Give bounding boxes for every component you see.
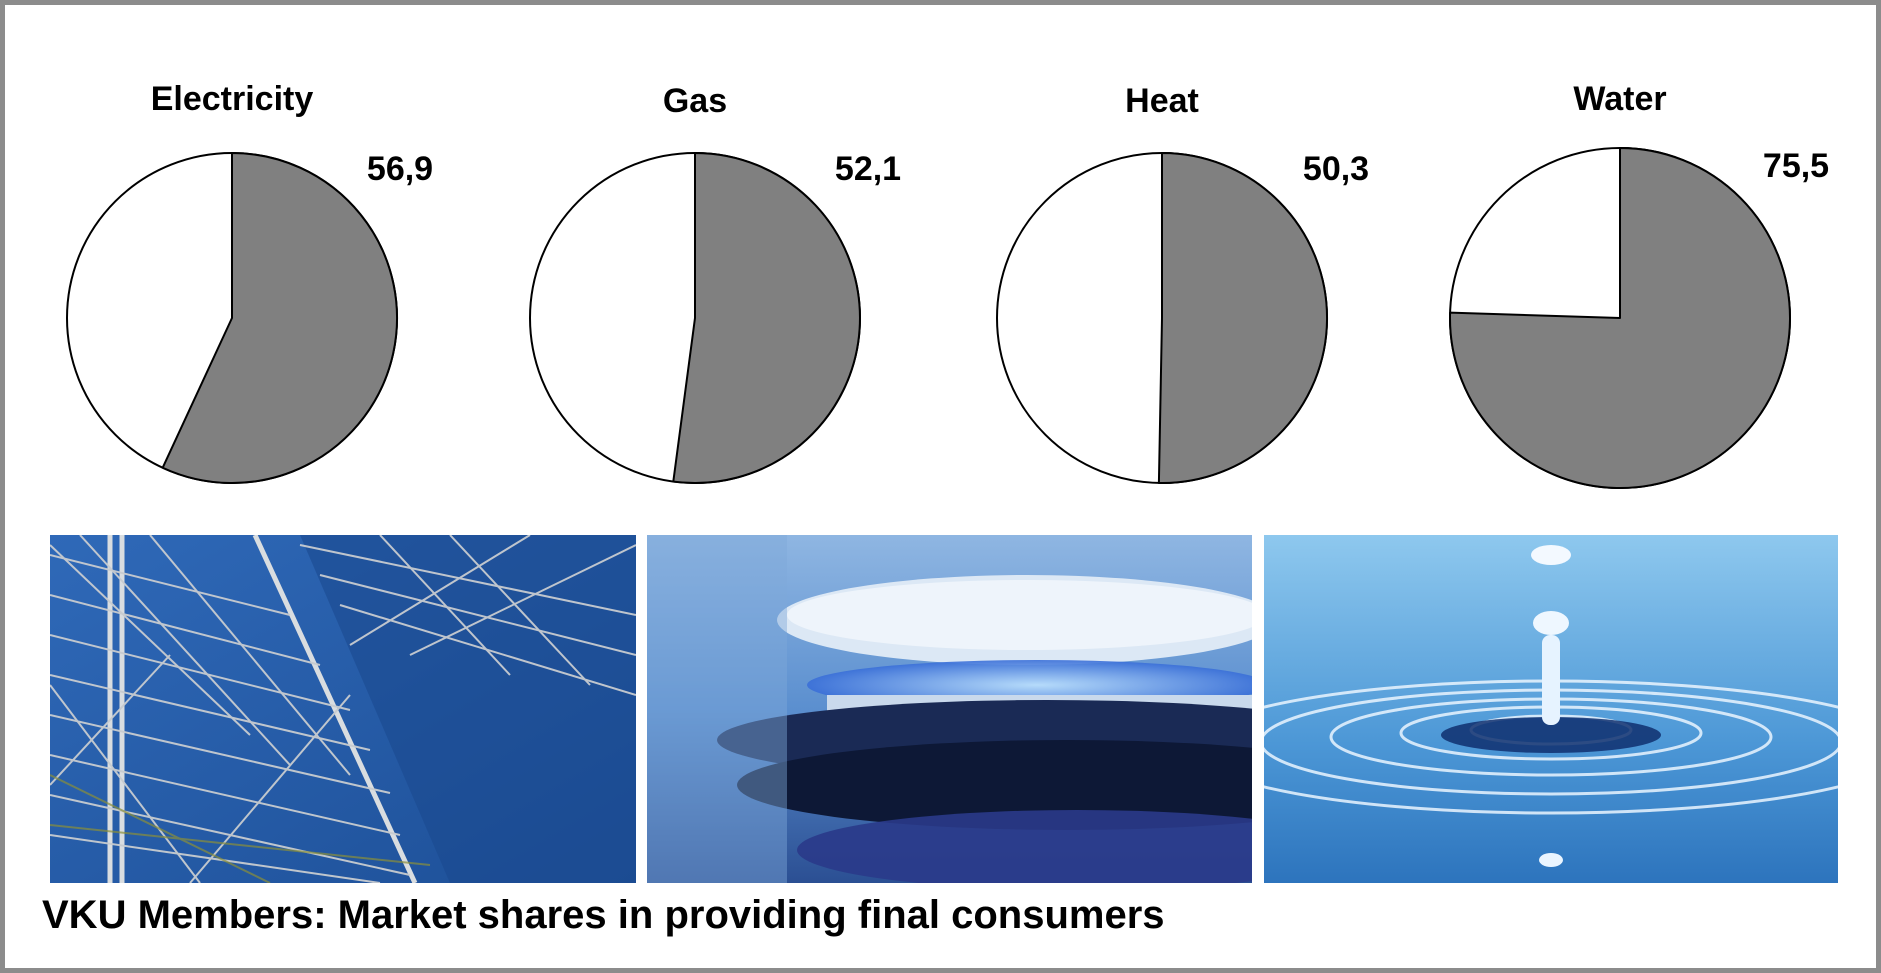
pie-title: Electricity [151, 80, 314, 118]
pie-gas: Gas 52,1 [529, 82, 901, 484]
pie-value-label: 56,9 [367, 150, 433, 188]
gas-flame-photo [647, 535, 1252, 883]
pie-title: Gas [663, 82, 727, 120]
pie-slice-share [161, 152, 398, 484]
pie-charts: Electricity 56,9 Gas 52,1 Heat 50,3 Water 75,5 [66, 80, 1829, 489]
pie-slice-share [1157, 152, 1328, 484]
figure-caption: VKU Members: Market shares in providing … [42, 893, 1165, 937]
water-drop-photo [1264, 535, 1838, 883]
pie-heat: Heat 50,3 [996, 82, 1369, 484]
pie-value-label: 75,5 [1763, 147, 1829, 185]
pie-value-label: 52,1 [835, 150, 901, 188]
pie-title: Water [1573, 80, 1666, 118]
electricity-pylon-photo [50, 535, 636, 883]
pie-slice-share [1449, 147, 1791, 489]
pie-value-label: 50,3 [1303, 150, 1369, 188]
pie-title: Heat [1125, 82, 1199, 120]
pie-water: Water 75,5 [1449, 80, 1829, 489]
pie-slice-share [672, 152, 861, 484]
pie-electricity: Electricity 56,9 [66, 80, 433, 484]
